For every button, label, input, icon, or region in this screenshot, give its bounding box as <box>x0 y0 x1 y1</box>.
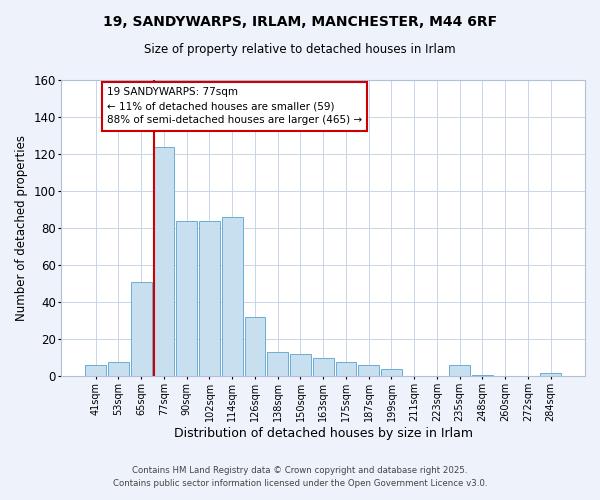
Bar <box>358 366 379 376</box>
Text: Size of property relative to detached houses in Irlam: Size of property relative to detached ho… <box>144 42 456 56</box>
Bar <box>154 146 175 376</box>
Bar <box>222 217 243 376</box>
Bar <box>290 354 311 376</box>
Bar <box>199 221 220 376</box>
Bar <box>176 221 197 376</box>
Bar <box>472 374 493 376</box>
Bar <box>131 282 152 376</box>
Bar <box>85 366 106 376</box>
Bar <box>313 358 334 376</box>
Bar <box>540 372 561 376</box>
Text: 19 SANDYWARPS: 77sqm
← 11% of detached houses are smaller (59)
88% of semi-detac: 19 SANDYWARPS: 77sqm ← 11% of detached h… <box>107 88 362 126</box>
Bar <box>108 362 129 376</box>
Y-axis label: Number of detached properties: Number of detached properties <box>15 135 28 321</box>
Text: 19, SANDYWARPS, IRLAM, MANCHESTER, M44 6RF: 19, SANDYWARPS, IRLAM, MANCHESTER, M44 6… <box>103 15 497 29</box>
Bar <box>267 352 288 376</box>
Bar <box>381 369 402 376</box>
Bar <box>335 362 356 376</box>
Text: Contains HM Land Registry data © Crown copyright and database right 2025.
Contai: Contains HM Land Registry data © Crown c… <box>113 466 487 487</box>
Bar <box>449 366 470 376</box>
Bar <box>245 317 265 376</box>
X-axis label: Distribution of detached houses by size in Irlam: Distribution of detached houses by size … <box>174 427 473 440</box>
